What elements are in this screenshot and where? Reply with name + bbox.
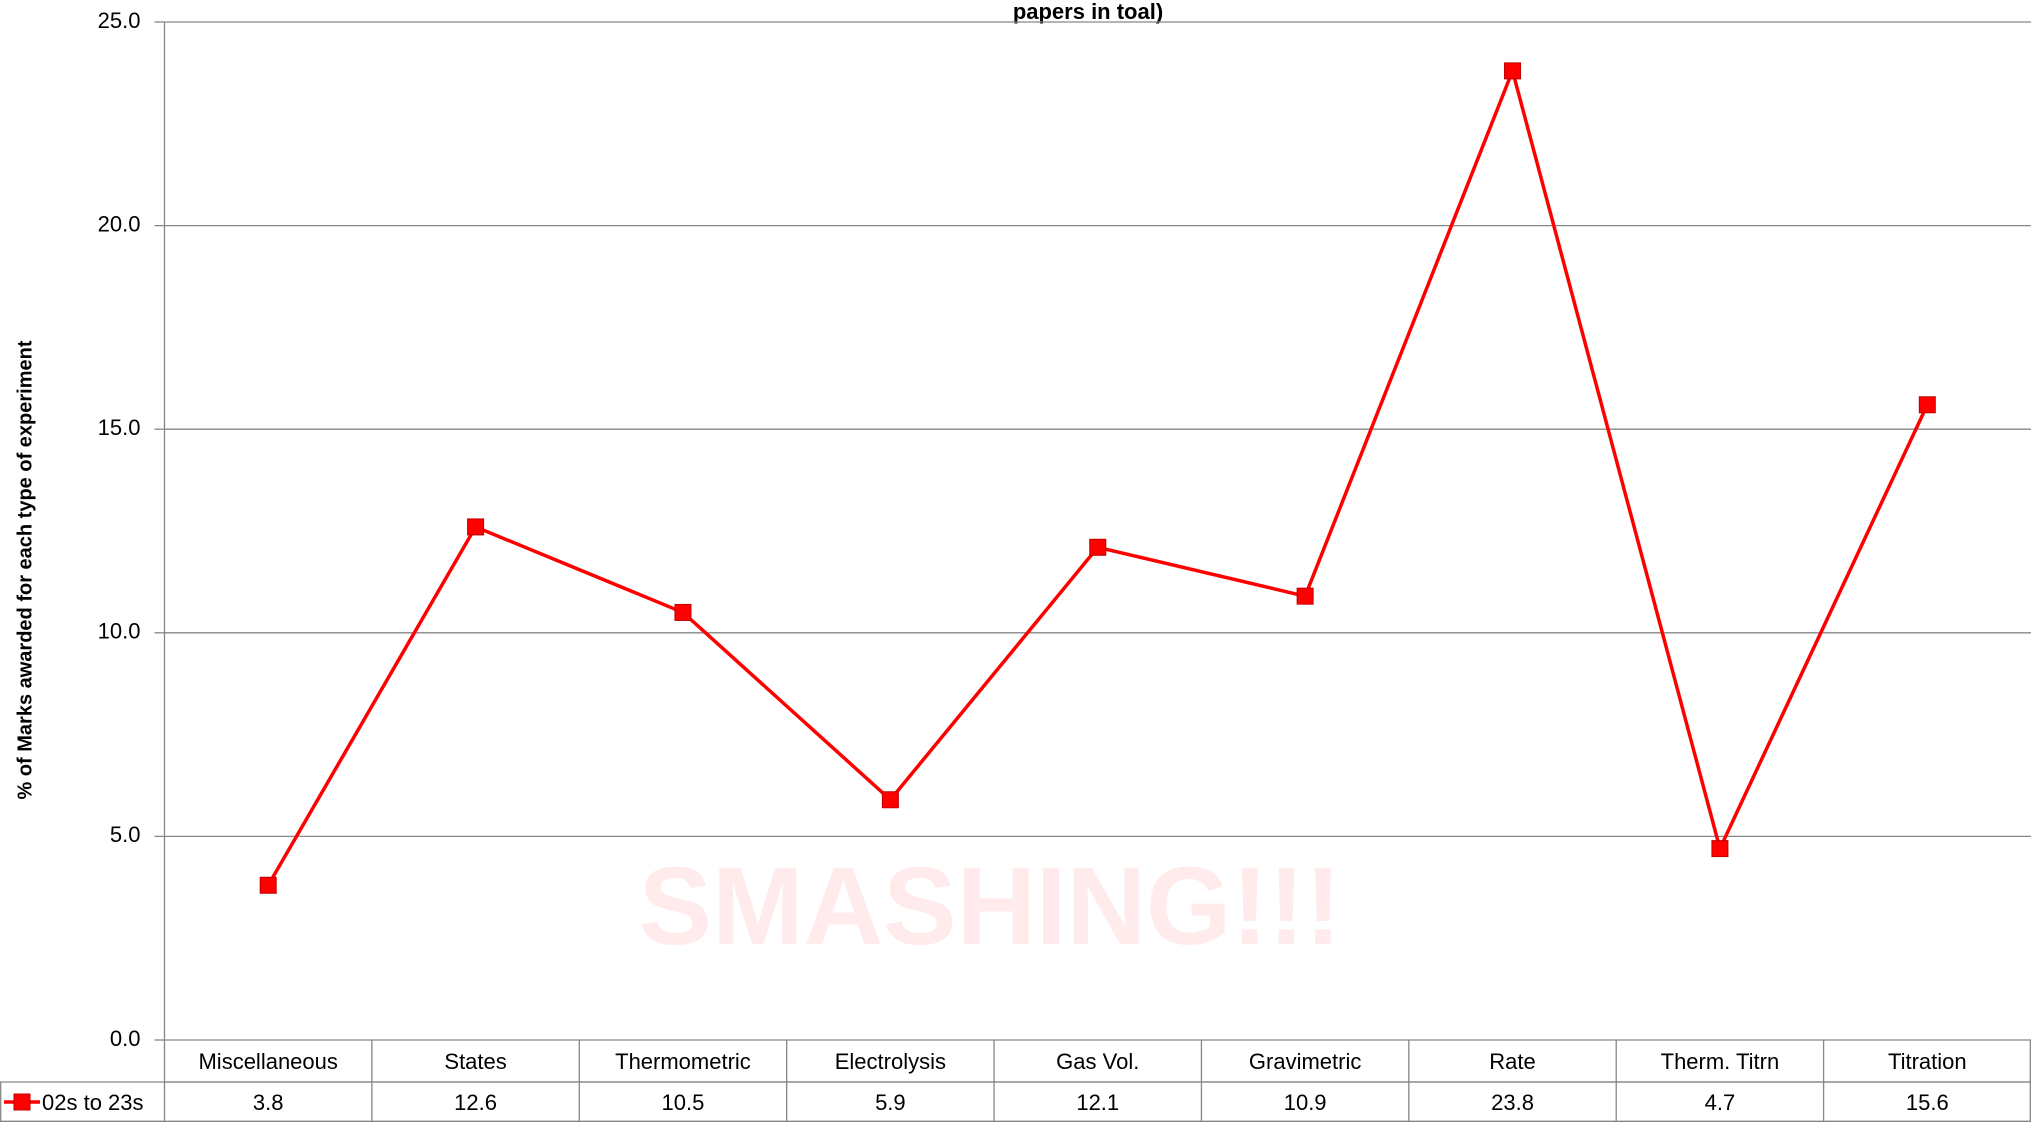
y-tick-label: 20.0 — [98, 211, 141, 236]
marker — [675, 604, 691, 620]
table-value: 4.7 — [1705, 1090, 1736, 1115]
y-tick-label: 5.0 — [110, 822, 141, 847]
marker — [260, 877, 276, 893]
table-value: 5.9 — [875, 1090, 906, 1115]
marker — [1919, 397, 1935, 413]
legend-label: 02s to 23s — [42, 1090, 144, 1115]
marker — [1712, 841, 1728, 857]
x-tick-label: States — [444, 1049, 506, 1074]
marker — [1505, 63, 1521, 79]
y-tick-label: 0.0 — [110, 1026, 141, 1051]
table-value: 10.9 — [1284, 1090, 1327, 1115]
y-tick-label: 10.0 — [98, 619, 141, 644]
x-tick-label: Electrolysis — [835, 1049, 946, 1074]
y-axis-label: % of Marks awarded for each type of expe… — [14, 340, 36, 799]
x-tick-label: Therm. Titrn — [1661, 1049, 1780, 1074]
watermark: SMASHING!!! — [639, 845, 1342, 968]
x-tick-label: Gravimetric — [1249, 1049, 1361, 1074]
chart: papers in toal) % of Marks awarded for e… — [0, 0, 2031, 1122]
table-value: 10.5 — [662, 1090, 705, 1115]
x-tick-label: Titration — [1888, 1049, 1967, 1074]
table-value: 12.6 — [454, 1090, 497, 1115]
marker — [468, 519, 484, 535]
x-tick-label: Thermometric — [615, 1049, 751, 1074]
marker — [1297, 588, 1313, 604]
marker — [882, 792, 898, 808]
chart-title: papers in toal) — [1013, 0, 1163, 24]
table-value: 3.8 — [253, 1090, 284, 1115]
table-value: 15.6 — [1906, 1090, 1949, 1115]
marker — [1090, 539, 1106, 555]
x-tick-label: Gas Vol. — [1056, 1049, 1139, 1074]
y-tick-label: 15.0 — [98, 415, 141, 440]
series-line — [268, 71, 1927, 885]
x-tick-label: Rate — [1489, 1049, 1535, 1074]
table-value: 23.8 — [1491, 1090, 1534, 1115]
y-tick-label: 25.0 — [98, 8, 141, 33]
x-tick-label: Miscellaneous — [198, 1049, 337, 1074]
legend-marker — [14, 1094, 30, 1110]
table-value: 12.1 — [1076, 1090, 1119, 1115]
